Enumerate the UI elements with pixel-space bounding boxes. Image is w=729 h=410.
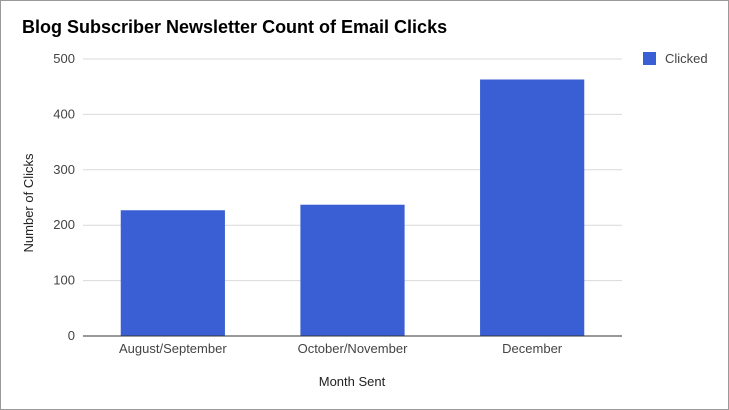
bar [120,210,225,336]
legend-label-clicked: Clicked [665,51,708,66]
bars [120,79,585,337]
y-tick-label: 200 [53,217,75,232]
y-tick-label: 300 [53,162,75,177]
y-tick-label: 500 [53,51,75,66]
y-tick-label: 100 [53,273,75,288]
y-tick-label: 400 [53,106,75,121]
y-tick-label: 0 [68,328,75,343]
legend-swatch-clicked [643,52,656,65]
chart-title: Blog Subscriber Newsletter Count of Emai… [22,17,448,37]
legend: Clicked [643,51,708,66]
x-tick-label: December [502,341,563,356]
axes: 0 100 200 300 400 500 August/September October/… [53,51,622,356]
bar [480,79,585,337]
bar [300,204,405,336]
x-axis-title: Month Sent [319,374,386,389]
y-axis-title: Number of Clicks [21,153,36,252]
x-tick-label: August/September [119,341,227,356]
x-tick-label: October/November [298,341,408,356]
